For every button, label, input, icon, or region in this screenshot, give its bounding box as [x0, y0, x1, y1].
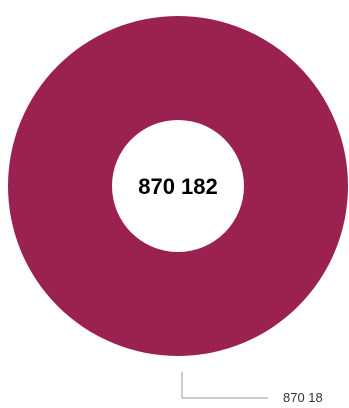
- slice-data-label: 870 18: [283, 390, 323, 405]
- donut-center-total: 870 182: [138, 174, 218, 199]
- slice-label-leader-line: [181, 372, 268, 399]
- donut-slice: [8, 16, 348, 356]
- donut-slices: [8, 16, 348, 356]
